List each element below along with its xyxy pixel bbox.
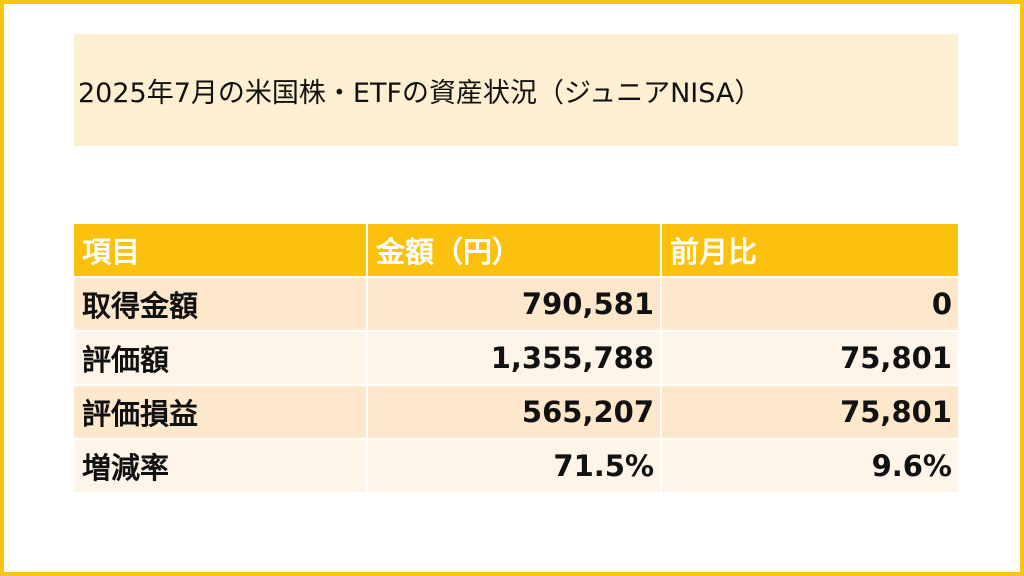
row-label-change-rate: 増減率 bbox=[74, 440, 368, 494]
table-header-row: 項目 金額（円） 前月比 bbox=[74, 224, 958, 278]
cell-amount: 565,207 bbox=[368, 386, 662, 440]
column-header-item: 項目 bbox=[74, 224, 368, 278]
cell-amount: 1,355,788 bbox=[368, 332, 662, 386]
column-header-mom: 前月比 bbox=[662, 224, 958, 278]
table-row: 取得金額 790,581 0 bbox=[74, 278, 958, 332]
title-banner: 2025年7月の米国株・ETFの資産状況（ジュニアNISA） bbox=[74, 34, 958, 146]
table-row: 評価損益 565,207 75,801 bbox=[74, 386, 958, 440]
row-label-unrealized-gain: 評価損益 bbox=[74, 386, 368, 440]
row-label-acquisition-cost: 取得金額 bbox=[74, 278, 368, 332]
table-row: 増減率 71.5% 9.6% bbox=[74, 440, 958, 494]
page-title: 2025年7月の米国株・ETFの資産状況（ジュニアNISA） bbox=[78, 77, 762, 109]
column-header-amount: 金額（円） bbox=[368, 224, 662, 278]
cell-amount: 71.5% bbox=[368, 440, 662, 494]
cell-mom: 9.6% bbox=[662, 440, 958, 494]
cell-mom: 75,801 bbox=[662, 386, 958, 440]
cell-amount: 790,581 bbox=[368, 278, 662, 332]
cell-mom: 0 bbox=[662, 278, 958, 332]
asset-status-table: 項目 金額（円） 前月比 取得金額 790,581 0 評価額 1,355,78… bbox=[74, 224, 958, 494]
table-row: 評価額 1,355,788 75,801 bbox=[74, 332, 958, 386]
row-label-valuation: 評価額 bbox=[74, 332, 368, 386]
cell-mom: 75,801 bbox=[662, 332, 958, 386]
